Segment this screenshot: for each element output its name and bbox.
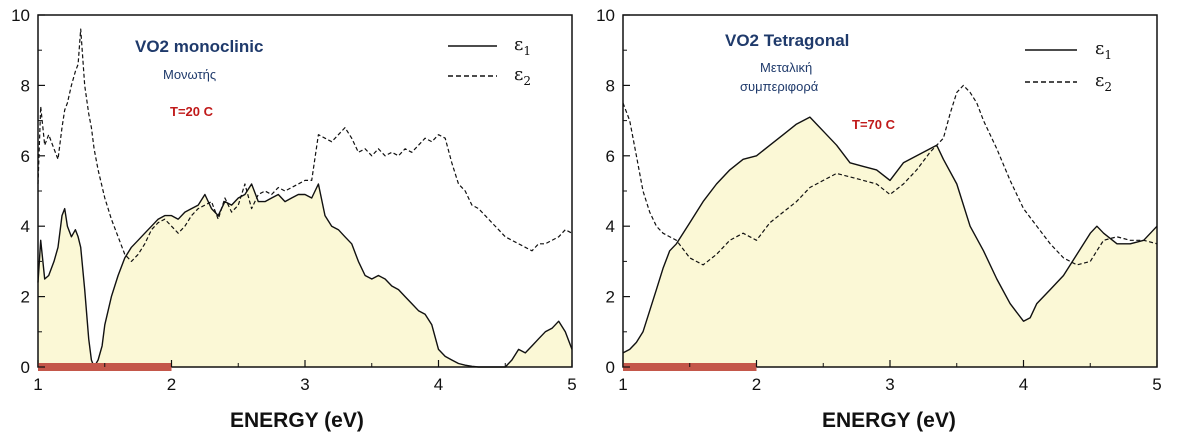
chart-monoclinic: 1 2 3 4 5 0 2 4 6 8 10 VO2 monoclinic Μονωτής T=20…	[11, 6, 577, 432]
chart-monoclinic-marks	[38, 29, 572, 367]
x-tick-label: 1	[33, 375, 42, 394]
chart-tetragonal-legend: ε1 ε2	[1025, 38, 1112, 94]
chart-monoclinic-subtitle: Μονωτής	[163, 67, 216, 82]
chart-monoclinic-temperature: T=20 C	[170, 104, 214, 119]
x-tick-label: 1	[618, 375, 627, 394]
chart-tetragonal-temperature: T=70 C	[852, 117, 896, 132]
chart-tetragonal-xlabel: ENERGY (eV)	[822, 409, 956, 432]
y-tick-label: 0	[606, 358, 615, 377]
y-tick-label: 8	[21, 76, 30, 95]
y-tick-label: 4	[21, 217, 30, 236]
x-tick-label: 5	[567, 375, 576, 394]
series-ε1-fill	[623, 117, 1157, 367]
chart-tetragonal-title: VO2 Tetragonal	[725, 31, 849, 50]
chart-monoclinic-title: VO2 monoclinic	[135, 37, 263, 56]
y-tick-label: 2	[606, 288, 615, 307]
x-tick-label: 2	[752, 375, 761, 394]
legend-e1-label: ε1	[1095, 38, 1112, 62]
chart-tetragonal: 1 2 3 4 5 0 2 4 6 8 10 VO2 Tetragonal Μεταλική συμ…	[596, 6, 1162, 432]
y-tick-label: 8	[606, 76, 615, 95]
chart-monoclinic-legend: ε1 ε2	[448, 34, 531, 88]
x-tick-label: 3	[885, 375, 894, 394]
x-tick-label: 3	[300, 375, 309, 394]
y-tick-label: 2	[21, 288, 30, 307]
chart-tetragonal-subtitle-line1: Μεταλική	[760, 60, 812, 75]
x-tick-label: 2	[167, 375, 176, 394]
y-tick-label: 10	[596, 6, 615, 25]
legend-e2-label: ε2	[514, 64, 531, 88]
y-tick-label: 4	[606, 217, 615, 236]
y-tick-label: 10	[11, 6, 30, 25]
chart-monoclinic-xlabel: ENERGY (eV)	[230, 409, 364, 432]
y-tick-label: 0	[21, 358, 30, 377]
y-tick-label: 6	[21, 147, 30, 166]
y-tick-label: 6	[606, 147, 615, 166]
x-tick-label: 4	[434, 375, 443, 394]
x-tick-label: 4	[1019, 375, 1028, 394]
chart-tetragonal-subtitle-line2: συμπεριφορά	[740, 79, 819, 94]
x-tick-label: 5	[1152, 375, 1161, 394]
legend-e2-label: ε2	[1095, 70, 1112, 94]
legend-e1-label: ε1	[514, 34, 531, 58]
